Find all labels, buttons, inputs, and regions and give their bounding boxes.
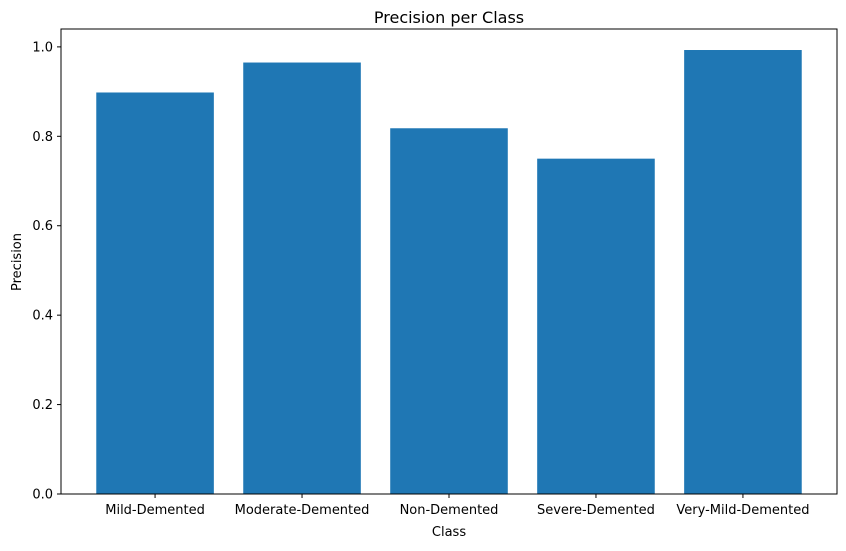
x-tick-label: Moderate-Demented	[235, 503, 370, 518]
plot-area	[96, 50, 802, 495]
bar-non-demented	[390, 128, 508, 494]
y-axis-label: Precision	[10, 233, 25, 291]
x-axis-label: Class	[432, 525, 466, 540]
y-tick-label: 0.8	[32, 130, 53, 145]
y-tick-label: 0.0	[32, 488, 53, 503]
x-tick-label: Very-Mild-Demented	[676, 503, 809, 518]
x-axis: Mild-Demented Moderate-Demented Non-Dement…	[105, 494, 809, 518]
y-tick-label: 0.2	[32, 398, 53, 413]
bar-mild-demented	[96, 92, 214, 495]
y-tick-label: 0.6	[32, 219, 53, 234]
y-tick-label: 1.0	[32, 40, 53, 55]
bar-very-mild-demented	[684, 50, 802, 494]
bar-severe-demented	[537, 158, 655, 494]
x-tick-label: Mild-Demented	[105, 503, 205, 518]
x-tick-label: Severe-Demented	[537, 503, 655, 518]
y-tick-label: 0.4	[32, 309, 53, 324]
bar-moderate-demented	[243, 62, 361, 494]
chart-title: Precision per Class	[374, 8, 524, 27]
y-axis: 0.0 0.2 0.4 0.6 0.8 1.0	[32, 40, 61, 503]
x-tick-label: Non-Demented	[400, 503, 499, 518]
